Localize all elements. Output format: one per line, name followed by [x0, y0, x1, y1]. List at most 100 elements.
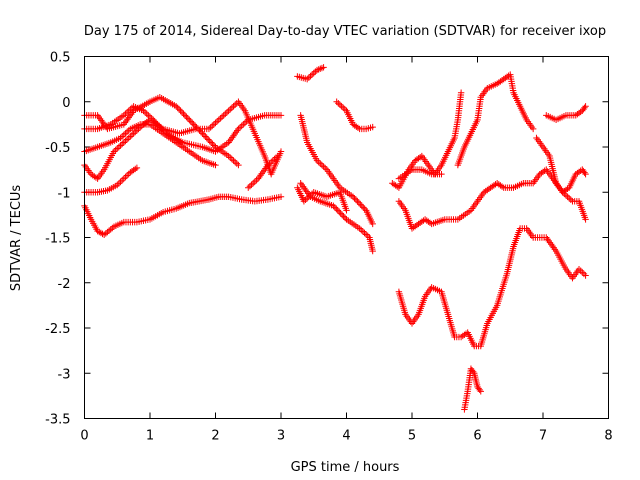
series-s2: [81, 103, 285, 155]
data-point: [579, 269, 586, 276]
data-point: [122, 137, 129, 145]
data-point: [438, 170, 445, 178]
data-point: [477, 388, 484, 395]
chart-title: Day 175 of 2014, Sidereal Day-to-day VTE…: [84, 24, 606, 39]
data-point: [305, 74, 313, 81]
data-point: [186, 116, 193, 124]
data-point: [189, 119, 196, 127]
data-point: [120, 139, 127, 146]
x-tick-label: 1: [146, 429, 154, 444]
data-point: [351, 195, 358, 202]
data-point: [337, 210, 344, 217]
data-point: [209, 122, 216, 130]
data-point: [582, 272, 589, 279]
data-point: [228, 155, 236, 163]
data-point: [145, 112, 152, 119]
data-point: [207, 139, 215, 146]
data-point: [361, 205, 368, 213]
series-s19: [543, 103, 589, 124]
data-point: [357, 201, 364, 208]
x-tick-label: 8: [604, 429, 612, 444]
series-s5: [81, 164, 141, 196]
data-point: [277, 193, 285, 200]
series-s12: [333, 98, 376, 133]
y-tick-label: 0.5: [50, 51, 71, 66]
data-point: [336, 208, 343, 216]
data-point: [246, 183, 254, 190]
data-point: [127, 133, 134, 140]
data-point: [206, 137, 213, 145]
data-point: [369, 123, 376, 131]
data-point: [196, 127, 203, 134]
data-point: [235, 161, 242, 169]
data-point: [174, 104, 181, 111]
data-point: [317, 65, 324, 72]
data-point: [115, 143, 123, 151]
data-point: [197, 128, 205, 136]
data-point: [320, 64, 327, 71]
series-s20: [533, 134, 589, 196]
series-s16: [461, 365, 484, 413]
data-point: [582, 170, 589, 178]
data-point: [331, 204, 339, 211]
data-point: [205, 136, 212, 143]
y-tick-label: -3.5: [45, 413, 70, 428]
data-point: [362, 231, 370, 238]
data-point: [202, 133, 209, 140]
data-point: [238, 122, 245, 130]
series-s15: [395, 225, 589, 350]
data-point: [187, 118, 194, 125]
data-point: [117, 178, 124, 186]
data-point: [354, 198, 361, 205]
x-tick-label: 7: [539, 429, 547, 444]
data-point: [218, 113, 226, 121]
data-point: [209, 140, 216, 148]
data-point: [133, 164, 141, 172]
data-point: [123, 172, 131, 179]
data-point: [529, 125, 537, 133]
data-point: [333, 205, 340, 213]
data-point: [213, 118, 221, 125]
data-point: [360, 204, 367, 211]
data-point: [118, 177, 126, 184]
data-point: [358, 202, 365, 210]
data-point: [352, 196, 360, 203]
y-tick-label: -3: [58, 367, 71, 382]
data-point: [210, 142, 218, 149]
data-point: [191, 122, 199, 130]
data-point: [320, 163, 327, 170]
series-s4: [81, 98, 285, 182]
data-markers: [81, 64, 589, 413]
data-point: [175, 106, 183, 113]
data-point: [203, 134, 210, 142]
data-point: [228, 104, 236, 111]
data-point: [128, 131, 136, 139]
data-point: [122, 173, 129, 181]
series-s17: [454, 71, 537, 169]
plot-frame: [84, 56, 609, 419]
data-point: [317, 160, 324, 167]
data-point: [217, 115, 224, 122]
x-tick-label: 6: [473, 429, 481, 444]
data-point: [582, 103, 589, 110]
y-axis-label: SDTVAR / TECUs: [9, 185, 24, 292]
x-tick-label: 3: [277, 429, 285, 444]
data-point: [212, 119, 219, 127]
data-point: [581, 104, 588, 111]
data-point: [253, 176, 260, 184]
data-point: [231, 101, 239, 108]
y-tick-label: -1.5: [45, 232, 70, 247]
data-point: [566, 195, 573, 202]
data-point: [469, 368, 477, 375]
data-point: [222, 110, 229, 118]
y-tick-label: -0.5: [45, 141, 70, 156]
data-point: [132, 128, 139, 136]
data-point: [207, 124, 214, 131]
data-point: [181, 112, 189, 119]
data-point: [240, 121, 247, 128]
data-point: [183, 113, 190, 121]
data-point: [233, 160, 240, 167]
data-point: [582, 216, 589, 223]
data-point: [457, 89, 465, 96]
